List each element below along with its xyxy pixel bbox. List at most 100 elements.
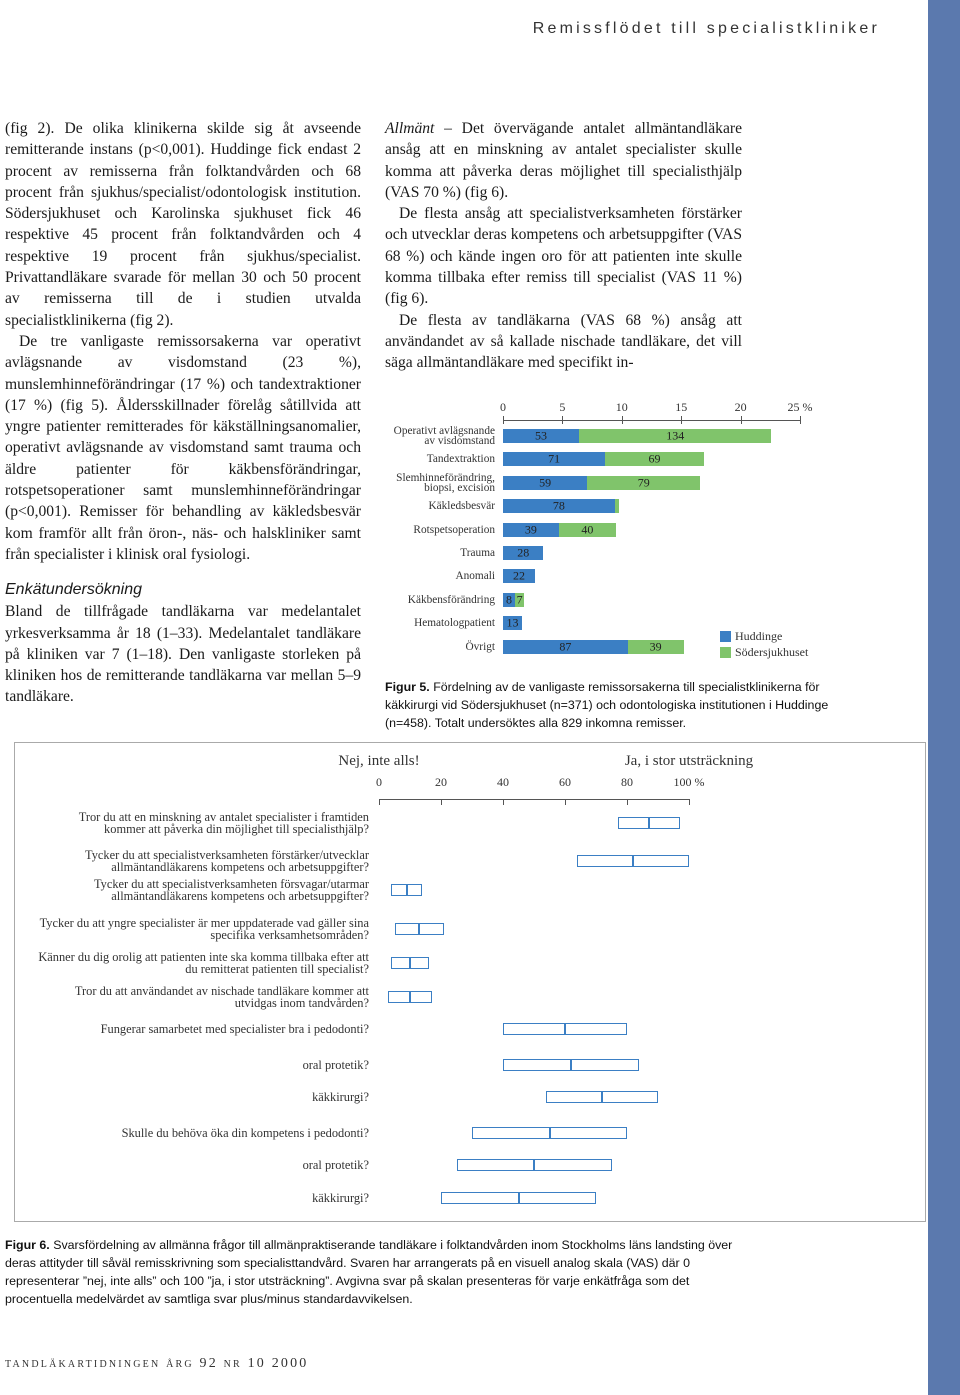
count-label: 13 [506,615,519,630]
question-label: Tror du att en minskning av antalet spec… [78,810,369,836]
side-stripe [928,0,960,1395]
question-label: Tycker du att yngre specialister är mer … [39,916,369,942]
x-tick-label: 0 [376,775,382,789]
paragraph: (fig 2). De olika klinikerna skilde sig … [5,120,361,329]
caption-label: Figur 6. [5,1238,50,1252]
category-label: Operativt avlägsnande av visdomstand [393,425,495,447]
bar-segment [503,429,580,443]
legend-swatch [720,631,731,642]
right-column: Allmänt – Det övervägande antalet allmän… [385,118,742,374]
bar-segment [514,592,525,607]
count-label: 59 [539,475,552,490]
bar-segment [503,475,588,490]
tick-mark [441,799,442,805]
question-label: oral protetik? [302,1158,369,1172]
figure-6-caption: Figur 6. Svarsfördelning av allmänna frå… [5,1236,745,1308]
bar-segment [503,569,536,584]
legend-swatch [720,647,731,658]
paragraph: De flesta ansåg att specialistverksamhet… [385,205,742,308]
mean-line [647,817,650,829]
figure-5-chart: 0 5 10 15 20 25 % Operativt avlägsnande av vis… [385,392,825,674]
paragraph: Allmänt – Det övervägande antalet allmän… [385,118,742,203]
category-label: Tandextraktion [426,453,495,466]
category-label: Rotspetsoperation [413,523,495,536]
legend-label: Huddinge [735,629,783,643]
tick-mark [689,799,690,805]
caption-text: Svarsfördelning av allmänna frågor till … [5,1238,733,1306]
mean-line [405,884,408,896]
bar-segment [503,499,615,514]
left-column: (fig 2). De olika klinikerna skilde sig … [5,118,361,708]
scale-left-label: Nej, inte alls! [338,753,420,769]
x-tick-label: 20 [734,400,747,414]
count-label: 22 [513,568,526,583]
mean-line [632,855,635,867]
bar-segment [503,592,515,607]
count-label: 71 [548,451,561,466]
question-label: Tycker du att specialistverksamheten för… [93,877,369,903]
category-label: Käkledsbesvär [428,500,495,513]
bar-segment [605,452,704,467]
mean-line [601,1091,604,1103]
tick-mark [800,416,801,424]
mean-line [418,923,421,935]
x-tick-label: 100 % [673,775,705,789]
count-label: 87 [559,639,572,654]
running-header: Remissflödet till specialistkliniker [532,20,880,37]
tick-mark [503,799,504,805]
category-label: Hematologpatient [414,617,495,630]
mean-line [570,1059,573,1071]
x-tick-label: 40 [497,775,509,789]
count-label: 8 [505,592,512,607]
count-label: 39 [649,639,662,654]
count-label: 53 [535,428,548,443]
legend-label: Södersjukhuset [735,645,809,659]
paragraph: De tre vanligaste remissorsakerna var op… [5,332,361,563]
bar-segment [579,429,772,443]
x-tick-label: 60 [559,775,571,789]
caption-text: Fördelning av de vanligaste remissorsake… [385,680,829,730]
mean-line [517,1192,520,1204]
axis-line [379,799,689,800]
category-label: Trauma [460,547,495,559]
question-label: käkkirurgi? [312,1090,369,1104]
mean-line [533,1159,535,1171]
caption-label: Figur 5. [385,680,430,694]
x-tick-label: 0 [500,400,506,414]
figure-5-caption: Figur 5. Fördelning av de vanligaste rem… [385,678,855,732]
category-label: Käkbensförändring [407,593,495,606]
x-tick-label: 25 % [787,400,813,414]
bar-segment [614,499,620,514]
mean-line [548,1127,551,1139]
footer: tandläkartidningen årg 92 nr 10 2000 [5,1356,309,1371]
count-label: 39 [524,522,537,537]
count-label: 134 [666,428,685,443]
question-label: Tror du att användandet av nischade tand… [74,984,369,1010]
bar-segment [503,616,522,631]
count-label: 7 [516,592,523,607]
x-tick-label: 5 [559,400,566,414]
bar-segment [627,639,684,654]
bar-segment [503,546,544,560]
question-label: Känner du dig orolig att patienten inte … [38,950,369,976]
mean-line [409,991,411,1003]
category-label: Övrigt [465,640,496,653]
x-tick-label: 15 [675,400,688,414]
paragraph-text: – Det övervägande antalet allmäntandläka… [385,120,742,201]
x-tick-label: 20 [435,775,447,789]
question-label: oral protetik? [302,1058,369,1072]
tick-mark [627,799,628,805]
count-label: 40 [581,522,594,537]
category-label: Slemhinneförändring, biopsi, excision [396,471,495,494]
tick-mark [565,799,566,805]
category-label: Anomali [455,570,495,583]
mean-line [409,957,411,969]
count-label: 28 [517,545,530,560]
section-heading: Enkätundersökning [5,581,142,599]
axis-line [503,420,800,421]
mean-line [564,1023,566,1035]
figure-6-chart: Nej, inte alls! Ja, i stor utsträckning 0 2… [14,742,926,1222]
bar-segment [503,522,559,537]
bar-segment [587,475,701,490]
count-label: 69 [648,451,661,466]
